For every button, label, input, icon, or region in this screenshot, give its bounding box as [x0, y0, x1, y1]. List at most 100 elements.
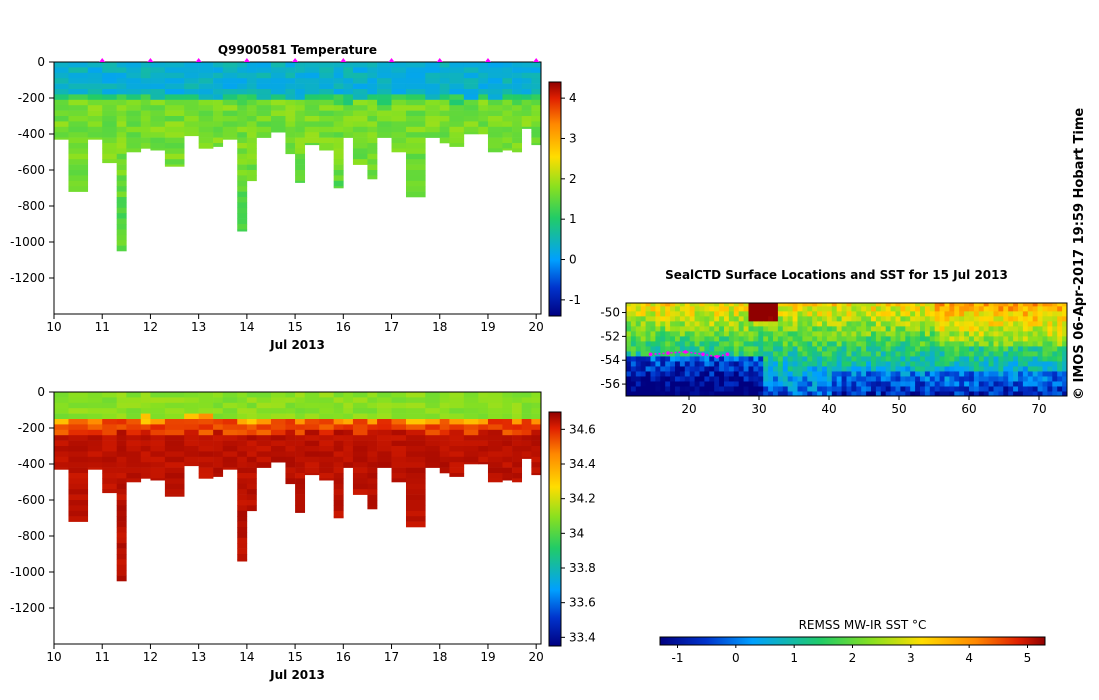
- sst-cell: [934, 390, 941, 396]
- sst-cell: [831, 325, 838, 332]
- profile-cell: [463, 408, 479, 414]
- sst-cell: [626, 325, 632, 332]
- sst-cell: [954, 370, 960, 377]
- sst-cell: [792, 370, 798, 377]
- sst-cell: [626, 320, 632, 327]
- sst-cell: [1003, 315, 1009, 322]
- sst-cell: [645, 345, 651, 352]
- sst-cell: [792, 303, 798, 307]
- sst-cell: [836, 320, 843, 327]
- profile-cell: [512, 62, 523, 68]
- sst-cell: [626, 315, 632, 322]
- profile-cell: [213, 67, 224, 74]
- profile-cell: [140, 62, 151, 68]
- profile-cell: [512, 148, 523, 153]
- sst-cell: [826, 350, 833, 357]
- sst-cell: [939, 315, 945, 322]
- profile-cell: [333, 83, 344, 90]
- profile-cell: [531, 392, 541, 398]
- profile-cell: [198, 126, 214, 133]
- profile-cell: [87, 137, 103, 140]
- profile-cell: [343, 397, 354, 404]
- sst-cell: [1062, 303, 1067, 307]
- sst-cell: [861, 315, 867, 322]
- profile-cell: [213, 99, 224, 106]
- sst-cell: [929, 315, 936, 322]
- profile-cell: [237, 559, 248, 562]
- sst-cell: [959, 370, 965, 377]
- sst-cell: [1022, 355, 1029, 362]
- profile-cell: [256, 402, 272, 409]
- sst-cell: [694, 360, 700, 367]
- profile-cell: [270, 402, 286, 409]
- sst-cell: [1027, 370, 1034, 377]
- profile-cell: [377, 72, 392, 79]
- profile-cell: [285, 110, 296, 117]
- sst-cell: [773, 330, 779, 337]
- profile-cell: [164, 89, 185, 95]
- sst-cell: [875, 360, 882, 367]
- profile-cell: [184, 462, 199, 467]
- sst-cell: [890, 350, 896, 357]
- sst-cell: [924, 305, 931, 312]
- profile-cell: [391, 72, 407, 79]
- profile-cell: [295, 483, 306, 490]
- sst-cell: [1032, 330, 1039, 337]
- sst-cell: [733, 355, 740, 362]
- sst-cell: [1003, 325, 1009, 332]
- profile-cell: [270, 451, 286, 458]
- sst-cell: [630, 350, 637, 357]
- sst-cell: [777, 335, 784, 342]
- profile-cell: [184, 424, 199, 431]
- sst-cell: [1003, 380, 1009, 387]
- colorbar-tick-label: 34.2: [569, 492, 596, 506]
- sst-cell: [1013, 350, 1019, 357]
- sst-cell: [1003, 303, 1009, 307]
- y-tick-label: -200: [18, 91, 45, 105]
- profile-cell: [405, 408, 426, 414]
- profile-cell: [531, 137, 541, 144]
- profile-cell: [198, 467, 214, 474]
- sst-cell: [1047, 335, 1053, 342]
- chart-title: SealCTD Surface Locations and SST for 15…: [665, 268, 1008, 282]
- profile-cell: [405, 473, 426, 479]
- sst-cell: [655, 335, 661, 342]
- profile-cell: [367, 132, 378, 138]
- sst-cell: [973, 310, 980, 317]
- sst-cell: [924, 350, 931, 357]
- sst-cell: [787, 385, 794, 392]
- profile-cell: [116, 180, 127, 187]
- sst-cell: [660, 390, 666, 396]
- sst-cell: [993, 345, 999, 352]
- profile-cell: [531, 446, 541, 452]
- profile-cell: [222, 116, 238, 122]
- sst-cell: [915, 315, 921, 322]
- sst-cell: [861, 375, 867, 382]
- sst-cell: [1027, 355, 1034, 362]
- sst-cell: [782, 303, 789, 307]
- profile-cell: [246, 159, 257, 165]
- sst-cell: [797, 380, 803, 387]
- seal-location: [648, 352, 653, 357]
- sst-cell: [670, 365, 676, 372]
- sst-cell: [998, 330, 1004, 337]
- sst-cell: [684, 350, 691, 357]
- sst-cell: [807, 375, 813, 382]
- sst-cell: [630, 345, 637, 352]
- profile-cell: [164, 462, 185, 468]
- sst-cell: [635, 335, 642, 342]
- profile-cell: [256, 408, 272, 414]
- sst-cell: [665, 325, 671, 332]
- profile-cell: [256, 99, 272, 106]
- profile-cell: [521, 397, 532, 404]
- sst-cell: [954, 310, 960, 317]
- profile-cell: [367, 424, 378, 431]
- sst-cell: [969, 380, 975, 387]
- sst-cell: [640, 303, 647, 307]
- sst-cell: [650, 330, 656, 337]
- sst-cell: [640, 320, 647, 327]
- profile-cell: [222, 121, 238, 128]
- sst-cell: [920, 315, 926, 322]
- profile-cell: [116, 527, 127, 533]
- profile-cell: [237, 143, 248, 149]
